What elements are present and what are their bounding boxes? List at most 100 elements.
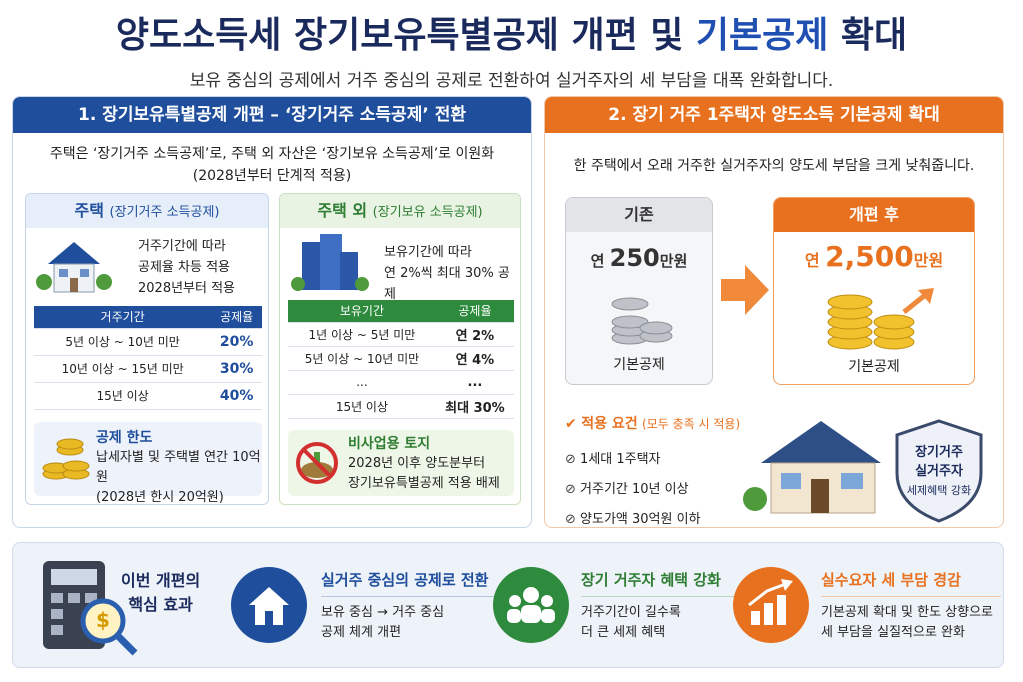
text: 연 [804,251,820,270]
section-heading: 2. 장기 거주 1주택자 양도소득 기본공제 확대 [545,97,1003,133]
card-heading: 개편 후 [774,198,974,232]
effect-icon [733,567,809,643]
text: 연 [590,252,605,270]
text: 장기거주 [915,445,963,460]
svg-text:$: $ [96,608,110,632]
req-item: ⊘ 1세대 1주택자 [565,452,661,467]
req-title: 적용 요건 [581,416,638,432]
card-subtitle: (장기보유 소득공제) [372,205,483,220]
card-title: 주택 외 [317,201,368,220]
cell: 10년 이상 ~ 15년 미만 [34,355,212,383]
title-part: 기본공제 [695,15,829,56]
text: 보유기간에 따라 [384,245,472,260]
text: 세 부담을 실질적으로 완화 [821,625,965,640]
text: 납세자별 및 주택별 연간 10억원 [96,450,261,485]
intro-line: (2028년부터 단계적 적용) [192,168,352,184]
text: (2028년 한시 20억원) [96,490,224,505]
cell: ... [435,370,514,395]
cell: 최대 30% [435,394,514,419]
req-item: ⊘ 거주기간 10년 이상 [565,482,689,497]
effect-icon [493,567,569,643]
rate-table: 보유기간 공제율 1년 이상 ~ 5년 미만 연 2% 5년 이상 ~ 10년 미만… [288,300,514,419]
cell: ... [288,370,436,395]
cell: 5년 이상 ~ 10년 미만 [288,346,436,371]
intro: 한 주택에서 오래 거주한 실거주자의 양도세 부담을 크게 낮춰줍니다. [573,158,975,174]
intro-line: 주택은 ‘장기거주 소득공제’로, 주택 외 자산은 ‘장기보유 소득공제’로 … [49,146,495,162]
effect-title: 실거주 중심의 공제로 전환 [321,569,501,597]
note-text: 공제 한도 납세자별 및 주택별 연간 10억원 (2028년 한시 20억원) [96,428,262,505]
arrow [721,265,769,315]
label: 기본공제 [848,359,900,375]
description: 거주기간에 따라 공제율 차등 적용 2028년부터 적용 [138,236,235,299]
req-heading: ✔ 적용 요건 (모두 충족 시 적용) [565,416,741,432]
calculator-icon: $ [43,561,138,656]
effect-title: 실수요자 세 부담 경감 [821,569,1001,597]
text: 보유 중심 → 거주 중심 [321,605,445,620]
req-note: (모두 충족 시 적용) [642,417,741,431]
text: 2028년부터 적용 [138,281,236,296]
coin-icon [42,438,90,480]
amount: 연 250만원 [566,244,712,272]
amount-number: 250 [609,244,660,272]
text: 만원 [913,251,944,270]
cell: 1년 이상 ~ 5년 미만 [288,322,436,347]
text: 더 큰 세제 혜택 [581,625,666,640]
amount: 연 2,500만원 [774,240,974,273]
title-part: 양도소득세 장기보유특별공제 개편 및 [115,15,696,56]
th: 보유기간 [288,300,436,323]
land-note: 비사업용 토지 2028년 이후 양도분부터 장기보유특별공제 적용 배제 [288,430,514,496]
cell: 15년 이상 [288,394,436,419]
requirements: ✔ 적용 요건 (모두 충족 시 적용) ⊘ 1세대 1주택자 ⊘ 거주기간 1… [565,413,740,535]
text: 실거주자 [915,464,963,479]
th: 공제율 [435,300,514,323]
text: 공제 체계 개편 [321,625,402,640]
badge-shield [895,419,983,523]
card-heading: 주택 (장기거주 소득공제) [26,194,268,228]
intro: 주택은 ‘장기거주 소득공제’로, 주택 외 자산은 ‘장기보유 소득공제’로 … [13,143,531,187]
coins-gold [827,288,934,350]
title: 양도소득세 장기보유특별공제 개편 및 기본공제 확대 [0,6,1023,58]
text: 양도가액 30억원 이하 [580,512,701,527]
text: 장기보유특별공제 적용 배제 [348,476,500,491]
card-heading: 기존 [566,198,712,232]
req-list: ⊘ 1세대 1주택자 ⊘ 거주기간 10년 이상 ⊘ 양도가액 30억원 이하 [565,445,740,535]
text: 거주기간이 길수록 [581,605,681,620]
section-1: 1. 장기보유특별공제 개편 – ‘장기거주 소득공제’ 전환 주택은 ‘장기거… [12,96,532,528]
cell: 5년 이상 ~ 10년 미만 [34,328,212,356]
text: 핵심 효과 [128,595,193,614]
effect-icon [231,567,307,643]
housing-card: 주택 (장기거주 소득공제) 거주기간에 따라 공제율 차등 적용 2028년부터 … [25,193,269,505]
house-illustration [743,421,881,514]
text: 이번 개편의 [121,571,201,590]
section-heading: 1. 장기보유특별공제 개편 – ‘장기거주 소득공제’ 전환 [13,97,531,133]
label: 기본공제 [613,357,665,373]
text: 1세대 1주택자 [580,452,661,467]
house-icon [36,242,112,293]
text: 세제혜택 강화 [906,484,972,497]
th: 공제율 [211,306,262,329]
building-icon [291,234,369,291]
cell: 연 2% [435,322,514,347]
cell: 15년 이상 [34,382,212,410]
cell: 20% [211,328,262,356]
no-land-icon [296,442,338,484]
text: 연 2%씩 최대 30% 공제 [384,266,510,302]
card-heading: 주택 외 (장기보유 소득공제) [280,194,520,228]
text: 기본공제 확대 및 한도 상향으로 [821,605,994,620]
card-title: 주택 [74,201,104,220]
cell: 연 4% [435,346,514,371]
cell: 30% [211,355,262,383]
note-title: 비사업용 토지 [348,436,431,452]
rate-table: 거주기간 공제율 5년 이상 ~ 10년 미만 20% 10년 이상 ~ 15년 미… [34,306,262,410]
text: 만원 [659,252,688,270]
coins-gray [611,297,673,345]
card-subtitle: (장기거주 소득공제) [109,205,220,220]
